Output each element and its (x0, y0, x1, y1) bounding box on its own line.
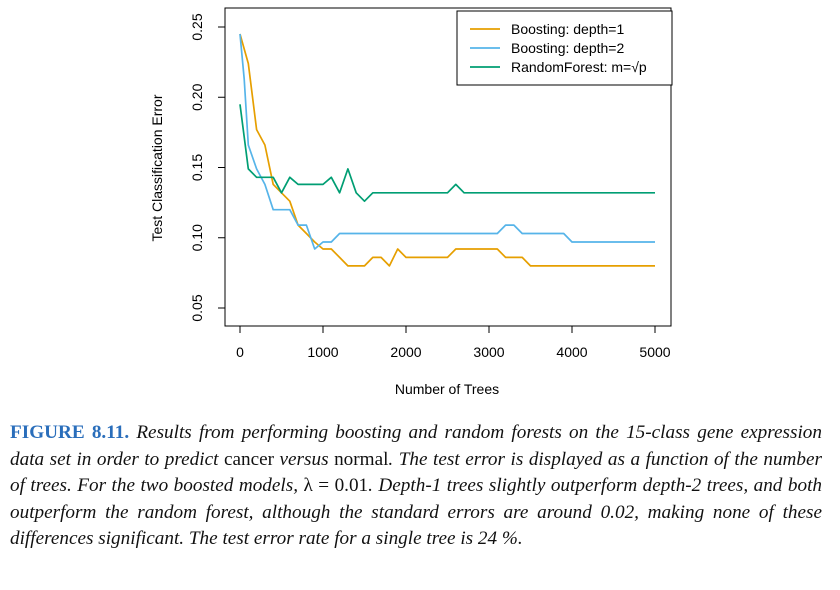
legend-label-1: Boosting: depth=1 (511, 21, 624, 37)
legend-label-2: Boosting: depth=2 (511, 40, 624, 56)
figure-chart: 0 1000 2000 3000 4000 5000 0.05 0.10 0.15 0.20 0.… (149, 7, 673, 397)
y-tick-label: 0.15 (189, 154, 205, 181)
figure-label: FIGURE 8.11. (10, 422, 130, 443)
caption-text-segment: Results from performing boosting and ran… (10, 422, 822, 470)
chart-canvas: 0 1000 2000 3000 4000 5000 0.050.100.150.200.… (149, 7, 673, 397)
series-layer (239, 33, 655, 267)
y-tick-label: 0.05 (189, 294, 205, 321)
y-tick-label: 0.20 (189, 83, 205, 110)
series-line-1 (239, 33, 655, 267)
x-tick-label: 1000 (307, 344, 338, 360)
x-tick-label: 5000 (639, 344, 670, 360)
y-axis-label: Test Classification Error (149, 94, 165, 241)
series-line-3 (239, 104, 655, 203)
legend: Boosting: depth=1 Boosting: depth=2 Random… (456, 10, 673, 86)
legend-items: Boosting: depth=1 Boosting: depth=2 Random… (470, 21, 647, 75)
y-axis: 0.05 0.10 0.15 0.20 0.25 (189, 13, 226, 322)
y-tick-label: 0.10 (189, 224, 205, 251)
caption-body: Results from performing boosting and ran… (10, 422, 822, 549)
caption-text-segment: λ = 0.01 (303, 475, 369, 496)
legend-label-3: RandomForest: m=√p (511, 59, 647, 75)
caption-text-segment: . Depth-1 trees slightly outperform dept… (10, 475, 822, 549)
caption-text-segment: cancer (223, 448, 274, 470)
caption-text-segment: versus (274, 448, 335, 470)
x-tick-label: 4000 (556, 344, 587, 360)
figure-caption: FIGURE 8.11. Results from performing boo… (10, 420, 822, 553)
x-axis: 0 1000 2000 3000 4000 5000 (236, 325, 671, 360)
caption-text-segment: . The test error is displayed as a funct… (10, 448, 822, 497)
x-tick-label: 2000 (390, 344, 421, 360)
x-axis-label: Number of Trees (395, 381, 499, 397)
x-tick-label: 0 (236, 344, 244, 360)
y-tick-label: 0.25 (189, 13, 205, 40)
caption-text-segment: normal (334, 448, 389, 470)
x-tick-label: 3000 (473, 344, 504, 360)
